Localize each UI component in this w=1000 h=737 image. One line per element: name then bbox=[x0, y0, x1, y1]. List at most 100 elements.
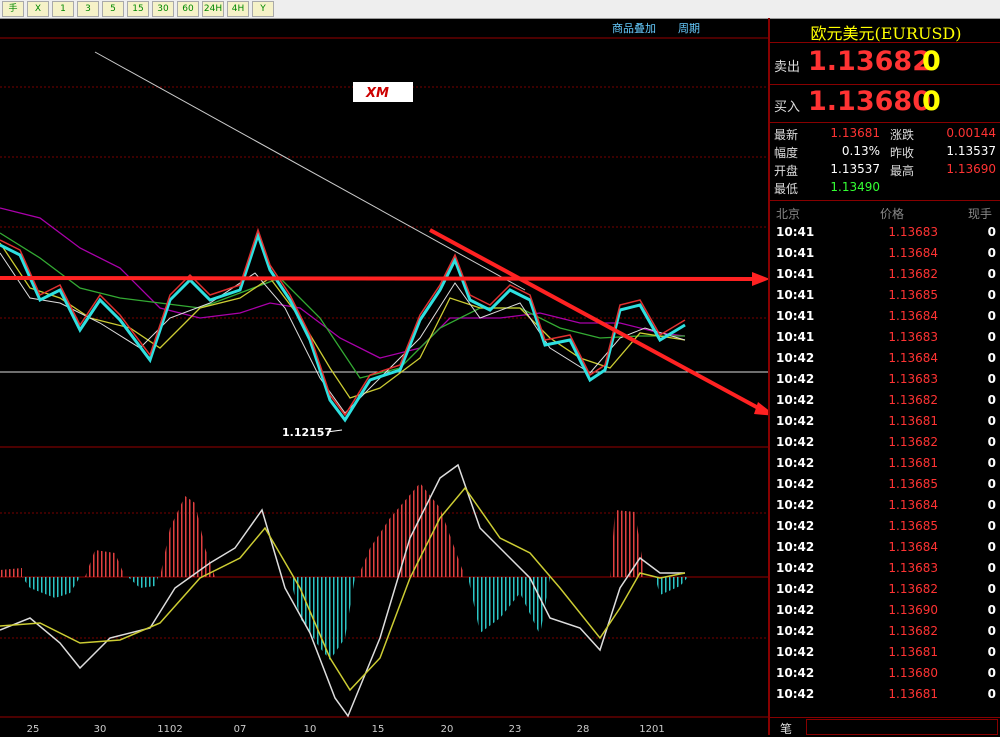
tick-price: 1.13682 bbox=[888, 582, 938, 596]
tick-time: 10:42 bbox=[776, 540, 815, 554]
tick-price: 1.13685 bbox=[888, 519, 938, 533]
tick-price: 1.13690 bbox=[888, 603, 938, 617]
link[interactable]: 商品叠加 bbox=[612, 21, 656, 35]
tick-volume: 0 bbox=[987, 561, 996, 575]
tick-time: 10:42 bbox=[776, 561, 815, 575]
tick-time: 10:42 bbox=[776, 456, 815, 470]
tick-volume: 0 bbox=[987, 477, 996, 491]
buy-volume: 0 bbox=[922, 86, 941, 117]
tick-price: 1.13683 bbox=[888, 330, 938, 344]
tick-volume: 0 bbox=[987, 393, 996, 407]
tick-volume: 0 bbox=[987, 582, 996, 596]
tick-volume: 0 bbox=[987, 456, 996, 470]
tick-time: 10:42 bbox=[776, 498, 815, 512]
tick-time: 10:42 bbox=[776, 603, 815, 617]
tick-time: 10:41 bbox=[776, 246, 815, 260]
x-label: 30 bbox=[94, 724, 107, 735]
stat-value: 0.13% bbox=[841, 144, 880, 158]
chart: 商品叠加 周期 XM 1.12157 25 30 1102 07 10 15 2… bbox=[0, 21, 768, 735]
tick-time: 10:42 bbox=[776, 519, 815, 533]
tick-time: 10:42 bbox=[776, 624, 815, 638]
stat-label: 最高 bbox=[890, 164, 915, 178]
tick-time: 10:42 bbox=[776, 372, 815, 386]
stat-label: 最新 bbox=[774, 128, 799, 142]
toolbar-button[interactable]: 3 bbox=[77, 1, 99, 17]
x-axis: 25 30 1102 07 10 15 20 23 28 1201 bbox=[27, 724, 665, 735]
x-label: 25 bbox=[27, 724, 40, 735]
tick-volume: 0 bbox=[987, 540, 996, 554]
tick-time: 10:41 bbox=[776, 288, 815, 302]
stat-value: 1.13690 bbox=[946, 162, 996, 176]
input-box[interactable] bbox=[806, 719, 998, 735]
tick-volume: 0 bbox=[987, 687, 996, 701]
tick-time: 10:41 bbox=[776, 330, 815, 344]
stat-label: 幅度 bbox=[774, 146, 799, 160]
toolbar-button[interactable]: 5 bbox=[102, 1, 124, 17]
toolbar-button[interactable]: 1 bbox=[52, 1, 74, 17]
toolbar-button[interactable]: 60 bbox=[177, 1, 199, 17]
tick-time: 10:42 bbox=[776, 666, 815, 680]
link[interactable]: 周期 bbox=[678, 22, 700, 35]
tick-price: 1.13681 bbox=[888, 456, 938, 470]
x-label: 23 bbox=[509, 724, 522, 735]
tick-volume: 0 bbox=[987, 519, 996, 533]
tick-volume: 0 bbox=[987, 372, 996, 386]
stat-label: 涨跌 bbox=[890, 128, 915, 142]
stat-value: 1.13537 bbox=[946, 144, 996, 158]
tick-time: 10:42 bbox=[776, 582, 815, 596]
tick-volume: 0 bbox=[987, 498, 996, 512]
x-label: 1201 bbox=[639, 724, 664, 735]
tick-price: 1.13682 bbox=[888, 624, 938, 638]
tick-time: 10:42 bbox=[776, 477, 815, 491]
tick-price: 1.13685 bbox=[888, 288, 938, 302]
grid bbox=[0, 86, 768, 639]
x-label: 28 bbox=[577, 724, 590, 735]
tick-time: 10:42 bbox=[776, 687, 815, 701]
ticks-header: 北京 bbox=[776, 207, 801, 221]
toolbar-button[interactable]: 24H bbox=[202, 1, 224, 17]
tick-price: 1.13683 bbox=[888, 372, 938, 386]
toolbar: 手 X 1 3 5 15 30 60 24H 4H Y bbox=[0, 0, 1000, 19]
x-label: 07 bbox=[234, 724, 247, 735]
tick-price: 1.13684 bbox=[888, 540, 938, 554]
tick-volume: 0 bbox=[987, 267, 996, 281]
tick-time: 10:42 bbox=[776, 435, 815, 449]
symbol-title: 欧元美元(EURUSD) bbox=[810, 24, 962, 43]
toolbar-button[interactable]: 手 bbox=[2, 1, 24, 17]
ticks-header: 价格 bbox=[880, 207, 905, 221]
tick-volume: 0 bbox=[987, 225, 996, 239]
quote-panel: 欧元美元(EURUSD) 卖出 1.13682 0 买入 1.13680 0 最… bbox=[768, 18, 1000, 736]
sell-label: 卖出 bbox=[774, 60, 801, 75]
tick-volume: 0 bbox=[987, 435, 996, 449]
toolbar-button[interactable]: X bbox=[27, 1, 49, 17]
logo: XM bbox=[365, 86, 389, 101]
x-label: 1102 bbox=[157, 724, 182, 735]
tick-price: 1.13684 bbox=[888, 309, 938, 323]
stat-value: 1.13537 bbox=[830, 162, 880, 176]
toolbar-button[interactable]: 15 bbox=[127, 1, 149, 17]
tick-volume: 0 bbox=[987, 414, 996, 428]
tick-time: 10:42 bbox=[776, 351, 815, 365]
tick-time: 10:42 bbox=[776, 414, 815, 428]
toolbar-button[interactable]: 30 bbox=[152, 1, 174, 17]
tick-price: 1.13682 bbox=[888, 393, 938, 407]
stat-label: 昨收 bbox=[890, 146, 915, 160]
stat-value: 1.13490 bbox=[830, 180, 880, 194]
toolbar-button[interactable]: Y bbox=[252, 1, 274, 17]
tick-time: 10:41 bbox=[776, 225, 815, 239]
tick-time: 10:42 bbox=[776, 645, 815, 659]
tick-volume: 0 bbox=[987, 666, 996, 680]
tick-time: 10:41 bbox=[776, 309, 815, 323]
stat-label: 最低 bbox=[774, 182, 799, 196]
stat-value: 1.13681 bbox=[830, 126, 880, 140]
tick-volume: 0 bbox=[987, 330, 996, 344]
buy-price: 1.13680 bbox=[808, 86, 931, 117]
toolbar-button[interactable]: 4H bbox=[227, 1, 249, 17]
tick-time: 10:41 bbox=[776, 267, 815, 281]
tick-price: 1.13683 bbox=[888, 561, 938, 575]
tick-volume: 0 bbox=[987, 309, 996, 323]
tick-volume: 0 bbox=[987, 645, 996, 659]
stat-value: 0.00144 bbox=[946, 126, 996, 140]
tick-price: 1.13682 bbox=[888, 267, 938, 281]
